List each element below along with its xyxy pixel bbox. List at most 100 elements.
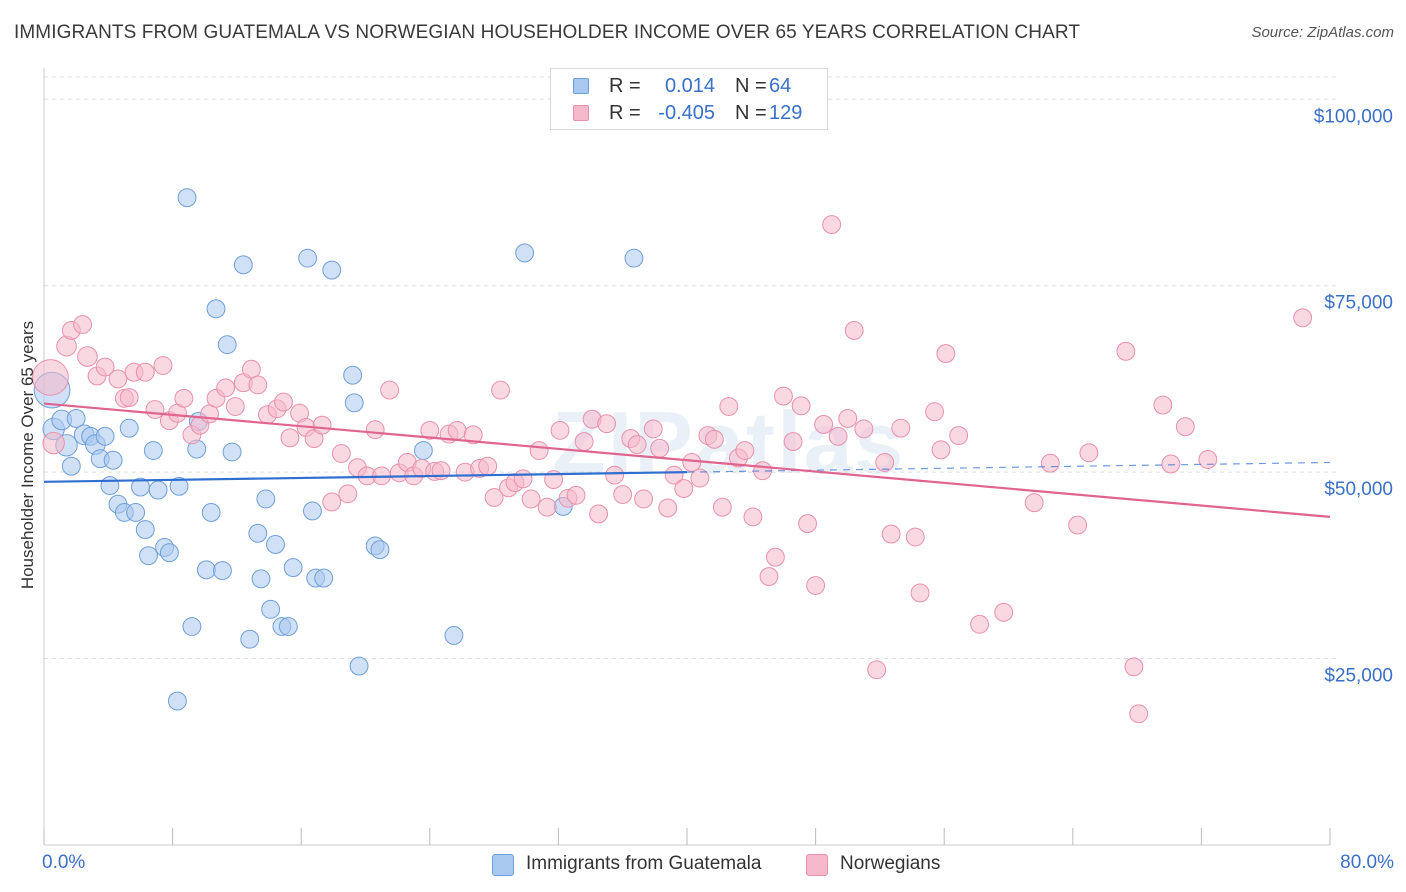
point-guatemala bbox=[261, 599, 281, 619]
point-norwegian bbox=[108, 369, 128, 389]
legend-n-label: N = bbox=[735, 102, 767, 124]
point-guatemala bbox=[222, 442, 242, 462]
point-norwegian bbox=[478, 456, 498, 476]
point-norwegian bbox=[798, 514, 817, 534]
point-norwegian bbox=[1161, 454, 1181, 474]
point-norwegian bbox=[765, 547, 785, 567]
point-norwegian bbox=[891, 418, 911, 438]
point-norwegian bbox=[791, 396, 811, 416]
point-norwegian bbox=[1124, 657, 1144, 677]
point-norwegian bbox=[719, 397, 739, 416]
point-norwegian bbox=[225, 397, 245, 416]
point-norwegian bbox=[949, 426, 969, 446]
point-guatemala bbox=[314, 568, 334, 588]
y-tick-label: $100,000 bbox=[1314, 106, 1393, 127]
point-norwegian bbox=[783, 432, 803, 451]
point-guatemala bbox=[139, 546, 158, 566]
trendline-guatemala bbox=[43, 471, 688, 483]
point-norwegian bbox=[690, 468, 710, 488]
legend-swatch-blue bbox=[573, 78, 589, 94]
point-norwegian bbox=[280, 428, 300, 448]
point-norwegian bbox=[605, 465, 625, 485]
x-tick-label: 0.0% bbox=[42, 852, 85, 873]
series-swatch-pink bbox=[806, 854, 828, 876]
point-guatemala bbox=[283, 558, 303, 578]
point-norwegian bbox=[674, 479, 694, 498]
point-norwegian bbox=[806, 576, 826, 595]
point-guatemala bbox=[177, 188, 197, 208]
point-norwegian bbox=[712, 497, 732, 517]
point-norwegian bbox=[664, 465, 684, 485]
point-norwegian bbox=[1129, 704, 1149, 724]
point-norwegian bbox=[704, 429, 724, 449]
point-norwegian bbox=[931, 440, 951, 460]
point-norwegian bbox=[135, 362, 155, 382]
point-norwegian bbox=[735, 441, 755, 460]
legend-n-value: 64 bbox=[769, 75, 792, 97]
point-norwegian bbox=[1293, 308, 1313, 328]
y-tick-label: $50,000 bbox=[1324, 479, 1393, 500]
point-norwegian bbox=[627, 435, 647, 454]
point-guatemala bbox=[322, 260, 342, 280]
point-norwegian bbox=[774, 386, 793, 406]
point-guatemala bbox=[159, 543, 179, 563]
point-norwegian bbox=[574, 432, 594, 451]
point-norwegian bbox=[447, 420, 467, 440]
point-norwegian bbox=[910, 583, 930, 603]
point-guatemala bbox=[201, 502, 221, 522]
point-guatemala bbox=[100, 476, 120, 495]
point-norwegian bbox=[42, 431, 65, 455]
point-guatemala bbox=[61, 456, 81, 476]
point-norwegian bbox=[881, 524, 901, 544]
correlation-legend: R = 0.014 N = 64 R = -0.405 N = 129 bbox=[550, 68, 828, 130]
legend-n-value: 129 bbox=[769, 102, 803, 124]
legend-r-label: R = bbox=[609, 102, 641, 124]
point-norwegian bbox=[365, 420, 385, 440]
point-guatemala bbox=[444, 626, 464, 645]
point-guatemala bbox=[251, 569, 271, 589]
point-guatemala bbox=[135, 520, 155, 539]
point-guatemala bbox=[95, 426, 115, 446]
y-tick-label: $25,000 bbox=[1324, 666, 1393, 687]
point-guatemala bbox=[169, 476, 189, 496]
point-norwegian bbox=[1079, 443, 1099, 463]
point-norwegian bbox=[420, 420, 440, 440]
point-guatemala bbox=[217, 335, 237, 355]
point-norwegian bbox=[597, 414, 617, 434]
chart-source: Source: ZipAtlas.com bbox=[1251, 24, 1394, 41]
point-norwegian bbox=[854, 419, 874, 439]
point-guatemala bbox=[167, 691, 187, 711]
point-norwegian bbox=[491, 380, 510, 400]
point-guatemala bbox=[182, 617, 202, 636]
point-norwegian bbox=[380, 380, 400, 400]
point-norwegian bbox=[1068, 515, 1088, 535]
point-guatemala bbox=[103, 450, 123, 470]
point-norwegian bbox=[550, 420, 570, 440]
point-guatemala bbox=[213, 561, 232, 581]
point-guatemala bbox=[126, 502, 146, 522]
point-norwegian bbox=[1175, 417, 1195, 437]
point-norwegian bbox=[566, 485, 586, 505]
series-legend-label: Norwegians bbox=[840, 853, 941, 874]
legend-n-label: N = bbox=[735, 75, 767, 97]
point-guatemala bbox=[240, 629, 260, 649]
point-guatemala bbox=[233, 255, 253, 275]
series-legend: Immigrants from Guatemala Norwegians bbox=[0, 852, 1406, 878]
point-norwegian bbox=[312, 415, 332, 435]
trendline-guatemala-extension bbox=[686, 461, 1331, 473]
point-norwegian bbox=[513, 469, 533, 489]
point-norwegian bbox=[1116, 341, 1136, 361]
point-norwegian bbox=[274, 392, 293, 412]
point-norwegian bbox=[153, 356, 173, 375]
point-guatemala bbox=[413, 441, 433, 460]
point-norwegian bbox=[650, 438, 670, 458]
point-guatemala bbox=[66, 409, 86, 428]
point-guatemala bbox=[256, 489, 276, 509]
point-norwegian bbox=[867, 660, 887, 680]
point-norwegian bbox=[484, 488, 504, 507]
point-norwegian bbox=[1153, 395, 1173, 415]
point-norwegian bbox=[643, 419, 663, 439]
legend-r-value: 0.014 bbox=[664, 75, 715, 97]
point-norwegian bbox=[828, 426, 848, 446]
point-norwegian bbox=[589, 504, 609, 524]
